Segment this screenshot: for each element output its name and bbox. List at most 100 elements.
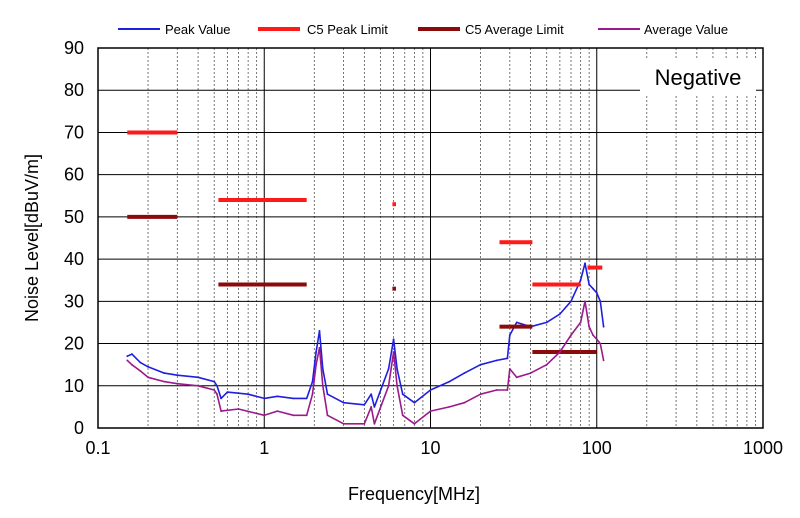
- data-point-average-value: [579, 321, 582, 324]
- data-point-peak-value: [506, 357, 509, 360]
- data-point-average-value: [588, 325, 590, 328]
- legend-label-c5-peak-limit: C5 Peak Limit: [307, 22, 388, 37]
- data-point-average-value: [139, 370, 142, 372]
- data-point-average-value: [263, 414, 266, 417]
- data-point-average-value: [318, 346, 321, 349]
- data-point-average-value: [387, 384, 390, 387]
- data-point-average-value: [237, 408, 240, 410]
- data-point-peak-value: [363, 403, 366, 406]
- data-point-peak-value: [342, 401, 345, 404]
- data-point-peak-value: [599, 300, 602, 303]
- data-point-average-value: [545, 363, 548, 366]
- data-point-peak-value: [318, 330, 321, 332]
- data-point-peak-value: [392, 338, 395, 341]
- data-point-average-value: [515, 376, 518, 379]
- data-point-peak-value: [326, 393, 329, 396]
- grid: [97, 47, 764, 429]
- x-axis-label: Frequency[MHz]: [348, 484, 480, 504]
- data-point-peak-value: [570, 300, 572, 303]
- data-point-peak-value: [592, 287, 594, 290]
- data-point-peak-value: [176, 374, 179, 377]
- data-point-average-value: [529, 372, 532, 374]
- data-point-peak-value: [401, 393, 404, 396]
- data-point-average-value: [595, 338, 598, 341]
- data-point-peak-value: [292, 397, 295, 400]
- data-point-peak-value: [463, 372, 466, 374]
- y-tick-label: 70: [64, 122, 84, 142]
- data-point-peak-value: [602, 325, 605, 328]
- data-point-average-value: [429, 410, 432, 412]
- data-point-average-value: [363, 422, 366, 425]
- data-point-average-value: [131, 363, 133, 366]
- data-point-average-value: [342, 422, 345, 425]
- data-point-peak-value: [579, 279, 582, 282]
- y-tick-label: 20: [64, 334, 84, 354]
- x-tick-label: 1000: [743, 438, 783, 458]
- data-point-average-value: [570, 334, 572, 336]
- series-line-average-value: [126, 300, 605, 425]
- data-point-average-value: [197, 384, 200, 387]
- data-point-average-value: [311, 393, 314, 396]
- data-point-peak-value: [321, 368, 324, 370]
- data-point-peak-value: [588, 283, 590, 286]
- legend-label-average-value: Average Value: [644, 22, 728, 37]
- tick-labels: 0.1 1 10 100 1000 0 10 20 30 40 50 60 70 80 90: [64, 38, 783, 458]
- data-point-peak-value: [226, 391, 229, 393]
- data-point-peak-value: [370, 393, 373, 396]
- y-tick-label: 60: [64, 165, 84, 185]
- legend: Peak Value C5 Peak Limit C5 Average Limi…: [118, 22, 728, 37]
- plot-frame: [97, 47, 764, 429]
- x-tick-label: 10: [420, 438, 440, 458]
- x-tick-label: 0.1: [85, 438, 110, 458]
- data-point-average-value: [370, 406, 373, 408]
- y-tick-label: 0: [74, 418, 84, 438]
- data-point-average-value: [599, 342, 602, 345]
- data-point-peak-value: [126, 355, 129, 358]
- y-tick-label: 90: [64, 38, 84, 58]
- data-point-peak-value: [276, 395, 279, 398]
- data-point-average-value: [213, 389, 216, 391]
- data-point-average-value: [584, 300, 586, 303]
- y-tick-label: 50: [64, 207, 84, 227]
- data-point-peak-value: [387, 368, 390, 370]
- data-point-peak-value: [220, 397, 223, 400]
- data-point-average-value: [373, 422, 376, 425]
- data-point-average-value: [321, 384, 324, 387]
- data-point-peak-value: [315, 351, 317, 353]
- data-point-peak-value: [413, 401, 416, 404]
- data-point-peak-value: [448, 380, 451, 383]
- data-point-average-value: [413, 422, 416, 425]
- annotation-box: [640, 60, 756, 94]
- data-point-peak-value: [216, 384, 218, 387]
- y-tick-label: 10: [64, 376, 84, 396]
- data-point-peak-value: [396, 368, 398, 370]
- data-point-peak-value: [508, 334, 511, 336]
- data-point-average-value: [463, 401, 466, 404]
- annotation-negative: Negative: [655, 65, 742, 90]
- data-point-peak-value: [545, 321, 548, 324]
- data-point-average-value: [220, 410, 223, 412]
- legend-label-peak-value: Peak Value: [165, 22, 231, 37]
- data-point-average-value: [176, 382, 179, 385]
- data-point-peak-value: [479, 363, 482, 366]
- data-point-peak-value: [429, 389, 432, 391]
- data-point-average-value: [448, 406, 451, 408]
- data-point-peak-value: [247, 393, 250, 396]
- data-point-average-value: [163, 380, 166, 383]
- data-point-peak-value: [515, 321, 518, 324]
- data-point-average-value: [506, 389, 509, 391]
- data-point-average-value: [479, 393, 482, 396]
- data-point-peak-value: [495, 359, 498, 362]
- data-point-average-value: [592, 334, 594, 336]
- data-point-peak-value: [139, 361, 142, 364]
- data-point-peak-value: [584, 262, 586, 265]
- data-point-average-value: [602, 359, 605, 362]
- data-point-peak-value: [311, 380, 314, 383]
- data-point-average-value: [292, 414, 295, 417]
- data-point-peak-value: [305, 397, 308, 400]
- data-point-average-value: [126, 359, 129, 362]
- y-tick-label: 80: [64, 80, 84, 100]
- data-point-peak-value: [197, 376, 200, 379]
- data-point-average-value: [305, 414, 308, 417]
- data-point-peak-value: [559, 313, 561, 315]
